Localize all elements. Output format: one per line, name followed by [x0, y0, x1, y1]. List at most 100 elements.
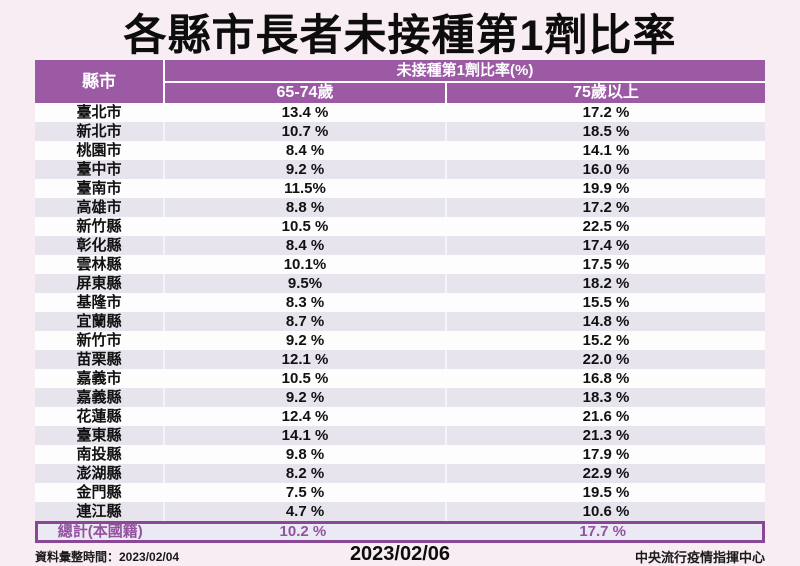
total-value-65-74: 10.2 % — [279, 523, 327, 540]
table-row: 苗栗縣 12.1 % 22.0 % — [35, 350, 765, 369]
table-row: 新竹市 9.2 % 15.2 % — [35, 331, 765, 350]
value-65-74: 8.7 % — [163, 312, 445, 331]
value-75-plus: 16.0 % — [445, 160, 765, 179]
table-row: 屏東縣 9.5% 18.2 % — [35, 274, 765, 293]
value-65-74: 10.5 % — [163, 217, 445, 236]
rate-header-group: 未接種第1劑比率(%) 65-74歲 75歲以上 — [163, 60, 765, 103]
page-title: 各縣市長者未接種第1劑比率 — [123, 12, 677, 60]
value-65-74: 10.5 % — [163, 369, 445, 388]
county-name: 新竹市 — [76, 332, 122, 349]
total-row: 總計(本國籍) 10.2 % 17.7 % — [35, 521, 765, 543]
table-row: 連江縣 4.7 % 10.6 % — [35, 502, 765, 521]
table-row: 臺東縣 14.1 % 21.3 % — [35, 426, 765, 445]
county-name: 嘉義市 — [76, 370, 122, 387]
value-75-plus: 14.8 % — [445, 312, 765, 331]
value-75-plus: 18.5 % — [445, 122, 765, 141]
data-compiled-timestamp: 資料彙整時間：2023/02/04 — [35, 550, 180, 564]
county-name: 臺中市 — [76, 161, 122, 178]
table-row: 桃園市 8.4 % 14.1 % — [35, 141, 765, 160]
table-row: 雲林縣 10.1% 17.5 % — [35, 255, 765, 274]
county-name: 臺北市 — [76, 104, 122, 121]
county-column-header: 縣市 — [82, 72, 116, 91]
table-row: 花蓮縣 12.4 % 21.6 % — [35, 407, 765, 426]
value-65-74: 12.1 % — [163, 350, 445, 369]
unvaccinated-rate-table: 縣市 未接種第1劑比率(%) 65-74歲 75歲以上 臺北市 13.4 % 17.… — [35, 60, 765, 543]
county-name: 屏東縣 — [76, 275, 122, 292]
value-75-plus: 16.8 % — [445, 369, 765, 388]
county-name: 金門縣 — [76, 484, 122, 501]
table-row: 金門縣 7.5 % 19.5 % — [35, 483, 765, 502]
county-name: 臺東縣 — [76, 427, 122, 444]
value-75-plus: 17.2 % — [445, 198, 765, 217]
value-65-74: 10.7 % — [163, 122, 445, 141]
value-75-plus: 17.5 % — [445, 255, 765, 274]
total-value-75-plus: 17.7 % — [579, 523, 627, 540]
value-65-74: 9.5% — [163, 274, 445, 293]
value-75-plus: 17.4 % — [445, 236, 765, 255]
value-75-plus: 18.2 % — [445, 274, 765, 293]
total-label: 總計(本國籍) — [57, 523, 143, 540]
value-75-plus: 22.0 % — [445, 350, 765, 369]
table-row: 澎湖縣 8.2 % 22.9 % — [35, 464, 765, 483]
county-name: 連江縣 — [76, 503, 122, 520]
value-65-74: 8.4 % — [163, 236, 445, 255]
table-row: 臺北市 13.4 % 17.2 % — [35, 103, 765, 122]
county-name: 花蓮縣 — [76, 408, 122, 425]
county-name: 臺南市 — [76, 180, 122, 197]
county-name: 澎湖縣 — [76, 465, 122, 482]
value-75-plus: 17.2 % — [445, 103, 765, 122]
value-65-74: 9.8 % — [163, 445, 445, 464]
value-65-74: 11.5% — [163, 179, 445, 198]
table-row: 南投縣 9.8 % 17.9 % — [35, 445, 765, 464]
value-75-plus: 19.5 % — [445, 483, 765, 502]
table-row: 彰化縣 8.4 % 17.4 % — [35, 236, 765, 255]
value-65-74: 12.4 % — [163, 407, 445, 426]
value-75-plus: 10.6 % — [445, 502, 765, 521]
value-65-74: 9.2 % — [163, 388, 445, 407]
organization-name: 中央流行疫情指揮中心 — [634, 550, 765, 565]
county-name: 苗栗縣 — [76, 351, 122, 368]
value-65-74: 8.4 % — [163, 141, 445, 160]
table-row: 臺中市 9.2 % 16.0 % — [35, 160, 765, 179]
value-65-74: 13.4 % — [163, 103, 445, 122]
table-row: 基隆市 8.3 % 15.5 % — [35, 293, 765, 312]
age-subheader-row: 65-74歲 75歲以上 — [165, 83, 765, 103]
table-row: 高雄市 8.8 % 17.2 % — [35, 198, 765, 217]
county-name: 雲林縣 — [76, 256, 122, 273]
table-row: 宜蘭縣 8.7 % 14.8 % — [35, 312, 765, 331]
value-75-plus: 21.6 % — [445, 407, 765, 426]
table-row: 臺南市 11.5% 19.9 % — [35, 179, 765, 198]
value-75-plus: 19.9 % — [445, 179, 765, 198]
county-name: 基隆市 — [76, 294, 122, 311]
county-name: 高雄市 — [76, 199, 122, 216]
value-75-plus: 17.9 % — [445, 445, 765, 464]
value-75-plus: 22.5 % — [445, 217, 765, 236]
value-65-74: 8.3 % — [163, 293, 445, 312]
table-row: 新竹縣 10.5 % 22.5 % — [35, 217, 765, 236]
county-name: 宜蘭縣 — [76, 313, 122, 330]
value-75-plus: 15.5 % — [445, 293, 765, 312]
table-header: 縣市 未接種第1劑比率(%) 65-74歲 75歲以上 — [35, 60, 765, 103]
county-name: 新北市 — [76, 123, 122, 140]
value-65-74: 8.2 % — [163, 464, 445, 483]
county-name: 桃園市 — [76, 142, 122, 159]
value-65-74: 10.1% — [163, 255, 445, 274]
table-row: 嘉義縣 9.2 % 18.3 % — [35, 388, 765, 407]
value-75-plus: 15.2 % — [445, 331, 765, 350]
value-75-plus: 14.1 % — [445, 141, 765, 160]
table-body: 臺北市 13.4 % 17.2 % 新北市 10.7 % 18.5 % 桃園市 8.4 % 14… — [35, 103, 765, 521]
county-name: 新竹縣 — [76, 218, 122, 235]
table-row: 新北市 10.7 % 18.5 % — [35, 122, 765, 141]
value-75-plus: 22.9 % — [445, 464, 765, 483]
value-65-74: 7.5 % — [163, 483, 445, 502]
value-65-74: 14.1 % — [163, 426, 445, 445]
table-row: 嘉義市 10.5 % 16.8 % — [35, 369, 765, 388]
value-65-74: 9.2 % — [163, 160, 445, 179]
county-name: 嘉義縣 — [76, 389, 122, 406]
value-65-74: 9.2 % — [163, 331, 445, 350]
value-65-74: 8.8 % — [163, 198, 445, 217]
county-name: 彰化縣 — [76, 237, 122, 254]
county-name: 南投縣 — [76, 446, 122, 463]
value-75-plus: 21.3 % — [445, 426, 765, 445]
